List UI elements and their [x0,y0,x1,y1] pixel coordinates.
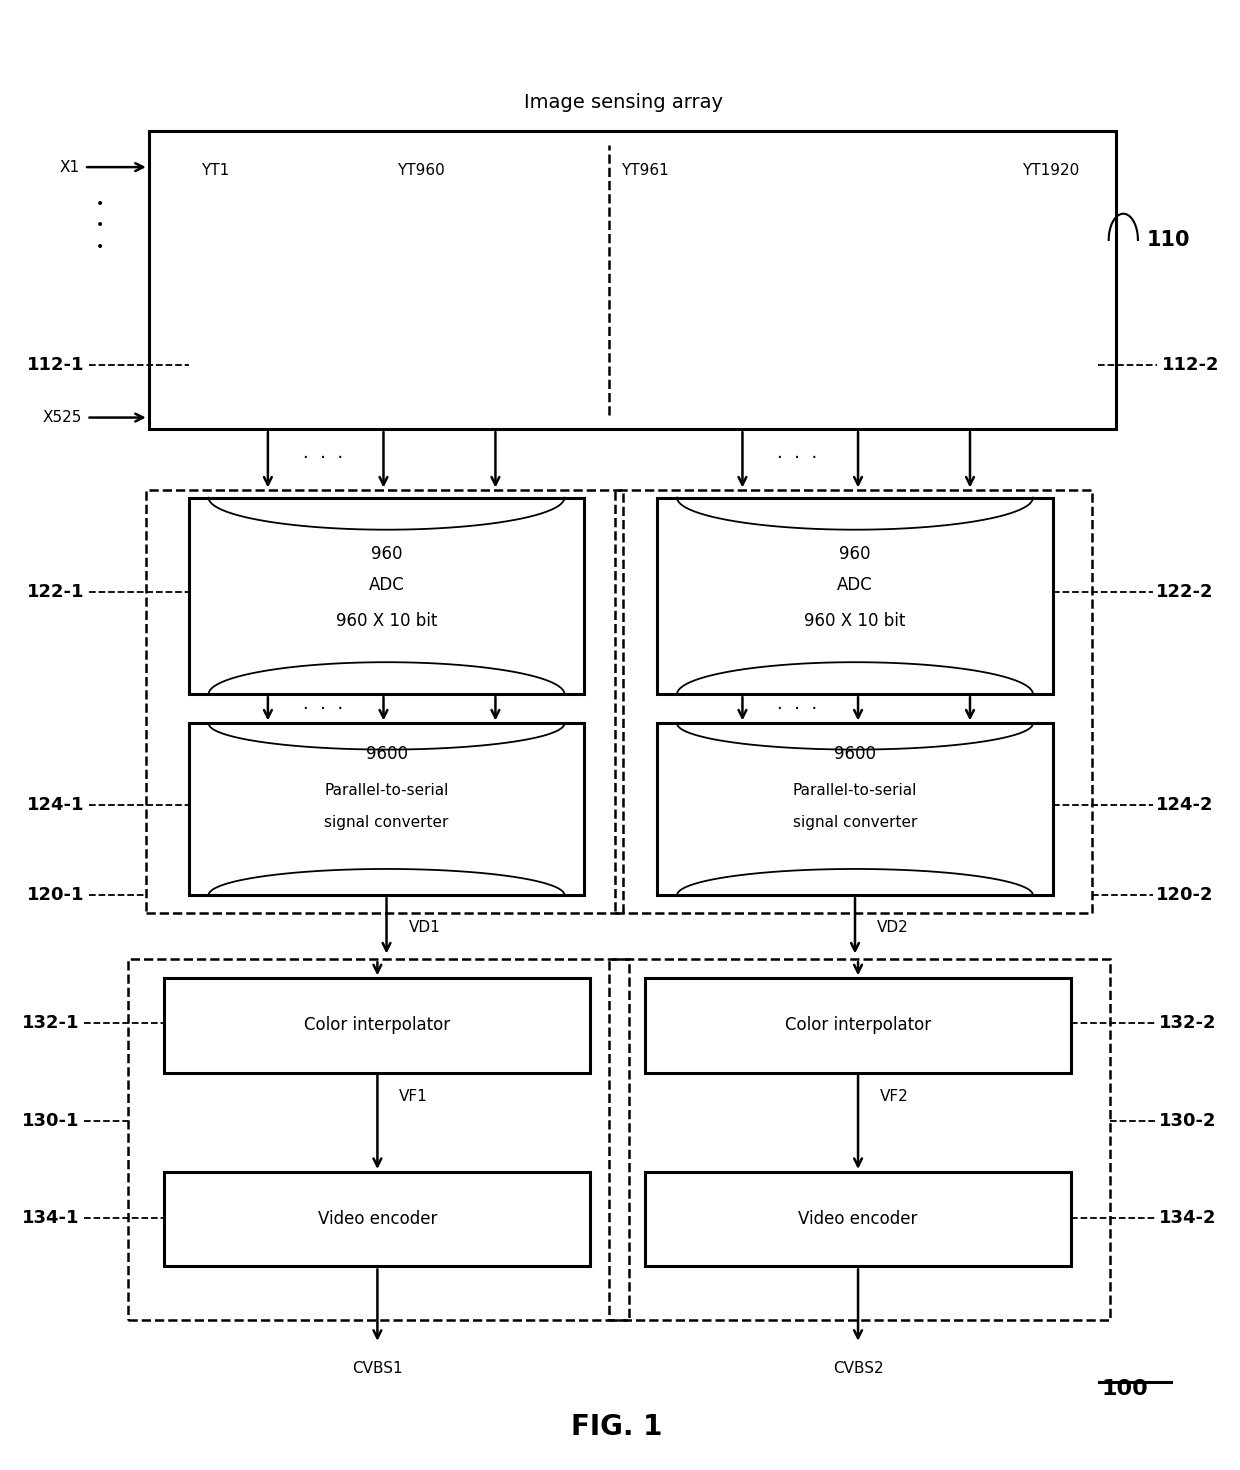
Text: •: • [95,197,104,210]
Text: VD2: VD2 [877,920,909,935]
Bar [128,960,629,1320]
Text: 132-2: 132-2 [1158,1014,1216,1032]
Text: 112-2: 112-2 [1162,356,1220,375]
Text: 112-1: 112-1 [26,356,84,375]
Text: Color interpolator: Color interpolator [304,1016,450,1035]
Text: 124-1: 124-1 [26,795,84,814]
Text: 130-2: 130-2 [1158,1111,1216,1130]
Text: X1: X1 [60,160,79,175]
Text: signal converter: signal converter [792,814,918,831]
Text: signal converter: signal converter [325,814,449,831]
Text: 130-1: 130-1 [22,1111,79,1130]
Text: 124-2: 124-2 [1156,795,1214,814]
Bar [188,146,584,415]
Text: 122-2: 122-2 [1156,584,1214,601]
Bar [657,498,1053,694]
Text: 100: 100 [1101,1379,1148,1398]
Text: 960 X 10 bit: 960 X 10 bit [336,613,438,631]
Text: FIG. 1: FIG. 1 [572,1413,663,1441]
Text: Image sensing array: Image sensing array [523,93,723,112]
Bar [615,491,1091,913]
Text: VF2: VF2 [880,1089,909,1104]
Text: Parallel-to-serial: Parallel-to-serial [792,784,918,798]
Text: X525: X525 [42,410,82,425]
Text: 132-1: 132-1 [22,1014,79,1032]
Bar [609,960,1110,1320]
Text: YT961: YT961 [621,163,668,178]
Text: •: • [95,240,104,254]
Text: 134-1: 134-1 [22,1210,79,1227]
Text: 960: 960 [839,545,870,563]
Text: CVBS1: CVBS1 [352,1361,403,1376]
Text: VF1: VF1 [399,1089,428,1104]
Text: ·  ·  ·: · · · [777,450,817,467]
Text: 960: 960 [371,545,402,563]
Text: YT960: YT960 [397,163,444,178]
Text: 122-1: 122-1 [26,584,84,601]
Text: 110: 110 [1147,229,1190,250]
Bar [149,131,1116,429]
Bar [188,723,584,895]
Text: 9600: 9600 [835,745,875,763]
Text: Video encoder: Video encoder [317,1210,436,1227]
Bar [645,1172,1071,1267]
Text: YT1: YT1 [201,163,229,178]
Text: 134-2: 134-2 [1158,1210,1216,1227]
Bar [146,491,624,913]
Text: 120-2: 120-2 [1156,886,1214,904]
Bar [165,1172,590,1267]
Bar [609,146,1097,415]
Text: ADC: ADC [837,576,873,594]
Bar [645,978,1071,1073]
Text: 9600: 9600 [366,745,408,763]
Bar [165,978,590,1073]
Bar [657,723,1053,895]
Text: YT1920: YT1920 [1022,163,1080,178]
Text: ·  ·  ·: · · · [303,700,342,717]
Text: Color interpolator: Color interpolator [785,1016,931,1035]
Text: ADC: ADC [368,576,404,594]
Text: ·  ·  ·: · · · [303,450,342,467]
Text: 120-1: 120-1 [26,886,84,904]
Text: Video encoder: Video encoder [799,1210,918,1227]
Text: 960 X 10 bit: 960 X 10 bit [805,613,905,631]
Text: CVBS2: CVBS2 [833,1361,883,1376]
Bar [188,498,584,694]
Text: Parallel-to-serial: Parallel-to-serial [325,784,449,798]
Text: VD1: VD1 [408,920,440,935]
Text: •: • [95,219,104,232]
Text: ·  ·  ·: · · · [777,700,817,717]
